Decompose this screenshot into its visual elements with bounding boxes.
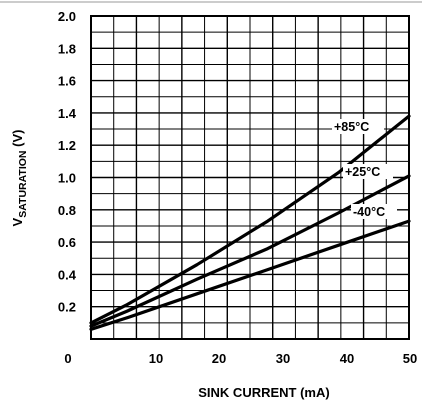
series-line-1: [89, 114, 411, 325]
y-tick-label: 1.6: [58, 74, 76, 89]
series-line-3: [89, 219, 411, 331]
y-tick-label: 0.4: [58, 267, 77, 282]
series-label-2: +25°C: [345, 165, 380, 179]
series-label-background: [343, 164, 393, 179]
y-axis-label: VSATURATION (V): [10, 130, 29, 227]
series-label-1: +85°C: [334, 120, 369, 134]
x-tick-label: 10: [149, 351, 163, 366]
series-labels: +85°C +25°C -40°C: [332, 119, 397, 219]
series-lines: [89, 114, 411, 331]
y-tick-label: 0.8: [58, 203, 76, 218]
series-label-3: -40°C: [353, 205, 385, 219]
y-axis-label-subscript: SATURATION: [17, 151, 29, 218]
y-axis-label-main: V: [10, 217, 25, 226]
x-tick-label: 50: [403, 351, 417, 366]
x-axis-ticks: 0 10 20 30 40 50: [64, 351, 417, 366]
y-axis-ticks: 0.2 0.4 0.6 0.8 1.0 1.2 1.4 1.6 1.8 2.0: [58, 9, 77, 315]
y-tick-label: 2.0: [58, 9, 76, 24]
x-tick-label: 0: [64, 351, 71, 366]
x-axis-label: SINK CURRENT (mA): [198, 385, 329, 400]
series-line-2: [89, 174, 411, 328]
y-tick-label: 1.8: [58, 41, 76, 56]
y-axis-label-unit: (V): [10, 130, 25, 151]
series-label-background: [351, 204, 397, 219]
y-tick-label: 1.4: [58, 106, 77, 121]
y-tick-label: 0.2: [58, 300, 76, 315]
series-label-background: [332, 119, 384, 134]
x-tick-label: 40: [340, 351, 354, 366]
y-tick-label: 1.2: [58, 138, 76, 153]
x-tick-label: 20: [212, 351, 226, 366]
x-tick-label: 30: [276, 351, 290, 366]
y-tick-label: 1.0: [58, 171, 76, 186]
y-tick-label: 0.6: [58, 235, 76, 250]
